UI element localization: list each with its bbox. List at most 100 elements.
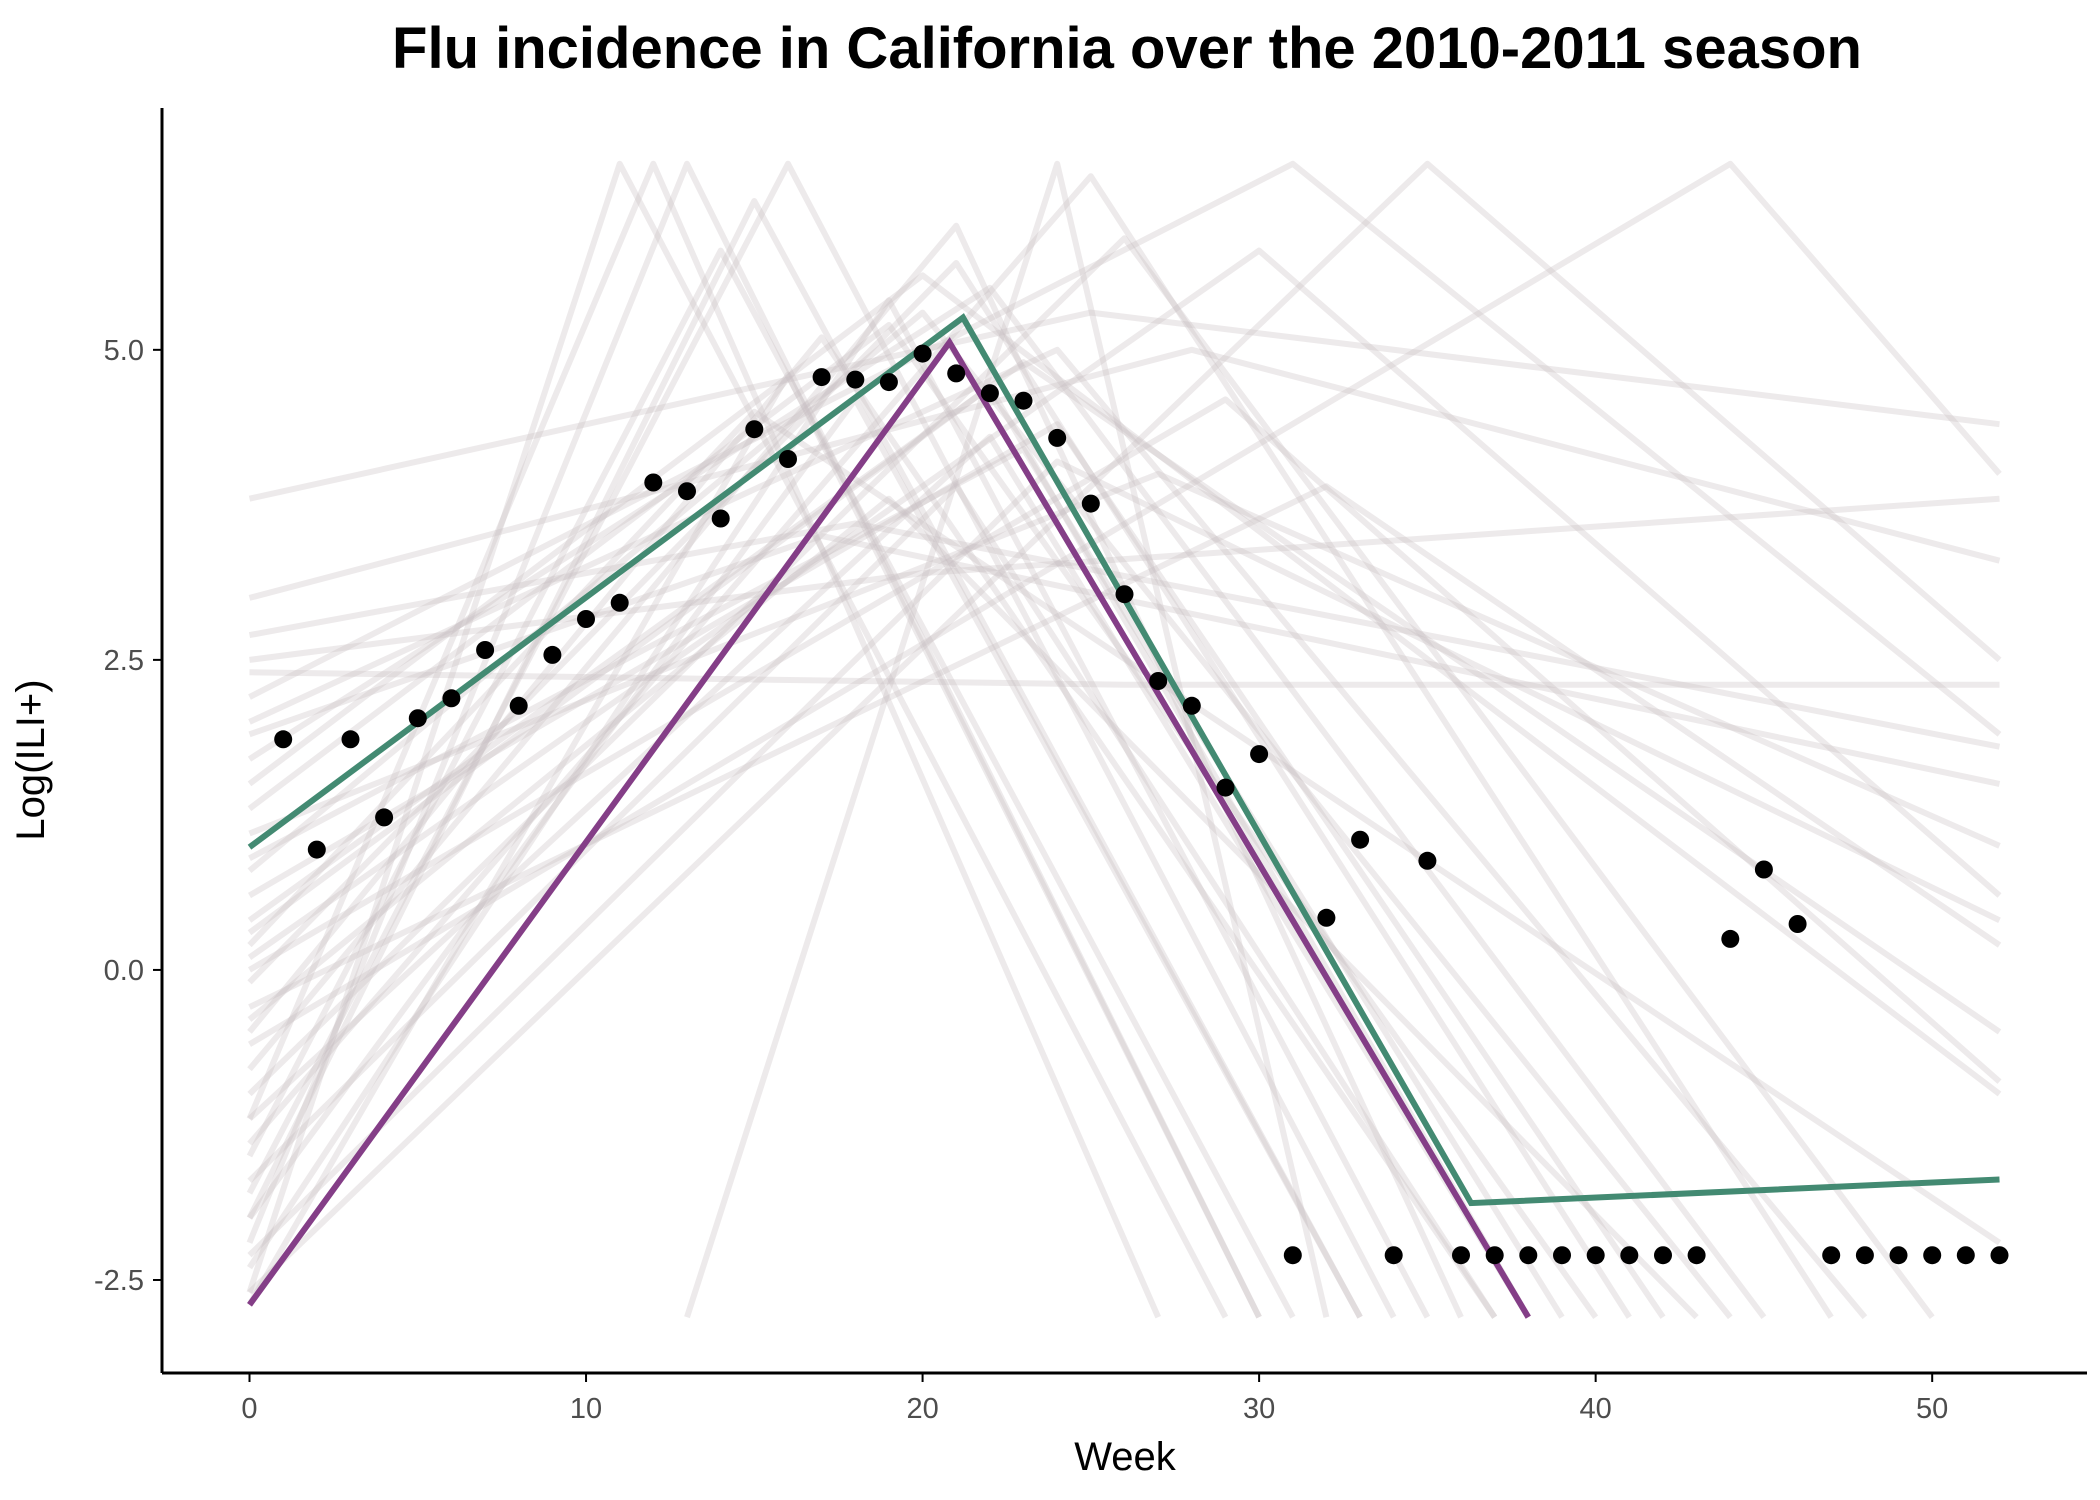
posterior-sample-line-9 [249,669,2000,688]
posterior-sample-line-10 [247,247,2002,960]
posterior-sample-line-36 [247,309,1733,1320]
data-point-week-17 [812,368,831,387]
posterior-sample-line-38 [247,495,1699,1320]
posterior-sample-line-25 [246,160,1262,1319]
posterior-sample-line-37 [684,160,1330,1319]
posterior-sample-line-8 [247,272,2002,1097]
posterior-sample-line-42 [247,458,2001,1258]
y-tick-label-0: -2.5 [94,1265,144,1297]
data-point-week-6 [442,689,461,708]
data-point-week-9 [543,645,562,664]
data-point-week-2 [307,840,326,859]
data-point-week-47 [1822,1246,1841,1265]
data-point-week-24 [1048,428,1067,447]
posterior-sample-line-17 [248,346,2001,601]
data-point-week-27 [1149,672,1168,690]
axes [160,108,2087,1375]
data-point-week-15 [745,420,764,439]
data-point-week-50 [1923,1246,1942,1265]
posterior-sample-line-33 [246,371,1262,1319]
data-point-week-52 [1990,1246,2009,1265]
data-point-week-26 [1115,585,1134,604]
data-point-week-23 [1014,391,1033,410]
data-point-week-4 [375,808,394,827]
posterior-sample-line-7 [248,520,2001,750]
data-point-week-8 [509,696,528,715]
posterior-sample-line-40 [247,483,1498,1319]
data-point-week-32 [1317,908,1336,927]
data-point-week-11 [610,593,629,612]
data-point-week-44 [1721,929,1740,948]
posterior-sample-line-15 [246,160,1229,1319]
data-point-week-31 [1283,1246,1302,1265]
data-point-week-39 [1553,1246,1571,1265]
posterior-sample-line-20 [246,297,1431,1319]
data-point-week-25 [1081,494,1100,513]
posterior-sample-line-26 [247,160,2002,1295]
x-tick-label-1: 10 [570,1393,602,1425]
data-point-week-14 [711,509,730,528]
posterior-sample-line-11 [248,346,1868,1320]
data-point-week-46 [1788,915,1807,933]
posterior-sample-line-41 [247,408,2002,1246]
posterior-samples [246,160,2002,1320]
x-tick-label-4: 40 [1580,1393,1612,1425]
data-point-week-36 [1452,1246,1470,1265]
x-tick-label-5: 50 [1916,1393,1948,1425]
data-point-week-51 [1956,1246,1975,1265]
chart-title: Flu incidence in California over the 201… [392,16,1862,81]
posterior-sample-line-2 [246,160,1161,1319]
data-point-week-18 [846,370,865,389]
x-tick-label-2: 20 [906,1393,938,1425]
data-point-week-22 [980,384,999,403]
data-point-week-7 [476,641,495,659]
y-tick-label-1: 0.0 [104,955,144,987]
data-point-week-41 [1620,1246,1639,1265]
data-point-week-35 [1418,851,1437,870]
posterior-sample-line-12 [246,160,1397,1319]
observed-points [274,344,2009,1265]
posterior-sample-line-4 [247,322,1599,1319]
posterior-sample-line-35 [247,396,2002,1084]
data-point-week-5 [408,709,427,728]
data-point-week-29 [1216,778,1235,797]
data-point-week-12 [644,473,663,492]
data-point-week-1 [274,730,293,749]
posterior-sample-line-14 [248,446,1565,1319]
data-point-week-45 [1754,860,1773,879]
data-point-week-37 [1485,1246,1504,1265]
posterior-sample-line-18 [247,284,1767,1320]
posterior-sample-line-21 [247,421,1666,1319]
data-point-week-13 [678,482,696,501]
data-point-week-38 [1519,1246,1538,1265]
data-point-week-16 [779,450,797,468]
posterior-sample-line-6 [248,309,2000,502]
y-tick-label-2: 2.5 [104,645,144,677]
x-axis-title: Week [1074,1435,1177,1479]
data-point-week-43 [1687,1246,1706,1265]
data-point-week-42 [1654,1246,1672,1265]
data-point-week-48 [1855,1246,1874,1265]
posterior-sample-line-5 [246,198,1363,1319]
posterior-sample-line-27 [247,160,2002,1047]
posterior-sample-line-24 [247,235,1935,1319]
x-tick-label-3: 30 [1243,1393,1275,1425]
x-tick-label-0: 0 [241,1393,257,1425]
posterior-sample-line-34 [247,433,1531,1319]
fitted-line-1 [247,313,2000,1207]
posterior-sample-line-29 [247,173,1834,1319]
data-point-week-28 [1182,696,1201,715]
axis-ticks: 0 10 20 30 40 50 -2.5 0.0 2.5 5.0 [94,335,1948,1425]
data-point-week-20 [913,344,932,363]
data-point-week-40 [1586,1246,1605,1265]
posterior-sample-line-16 [246,247,1296,1319]
posterior-sample-line-23 [248,532,2001,787]
data-point-week-49 [1889,1246,1908,1265]
posterior-sample-line-39 [248,160,2002,737]
posterior-sample-line-22 [249,495,2000,663]
data-point-week-3 [341,730,360,749]
fitted-line-2 [247,336,1531,1319]
data-point-week-30 [1250,745,1269,764]
